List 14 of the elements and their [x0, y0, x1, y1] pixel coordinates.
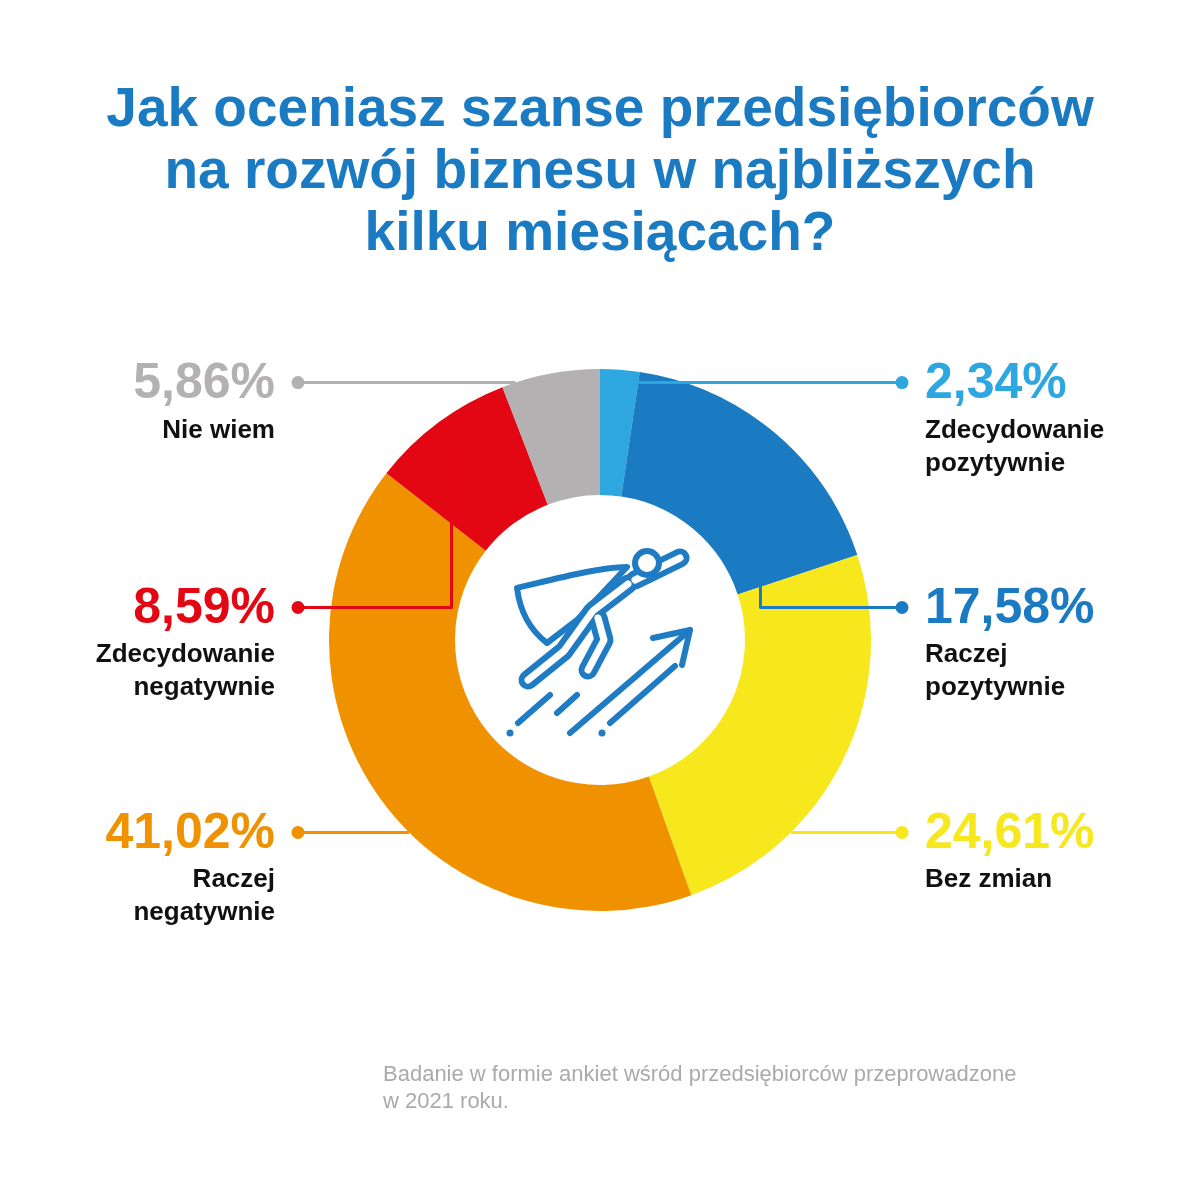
data-label: 5,86% — [133, 353, 275, 410]
data-label: 2,34% — [925, 353, 1067, 410]
legend-label: Nie wiem — [162, 413, 275, 444]
chart-title: Jak oceniasz szanse przedsiębiorców na rozwój biznesu w najbliższych kilku miesiącach? — [105, 76, 1095, 262]
data-label: 8,59% — [133, 578, 275, 635]
data-label: 24,61% — [925, 803, 1095, 860]
legend-label: Raczej pozytywnie — [925, 638, 1066, 702]
legend-label: Raczej negatywnie — [133, 863, 275, 927]
legend-label: Zdecydowanie pozytywnie — [925, 413, 1105, 477]
text: Badanie w formie ankiet wśród przedsiębiorców przeprowadzone w 2021 roku. — [383, 1060, 1018, 1114]
legend-label: Zdecydowanie negatywnie — [95, 638, 275, 702]
data-label: 17,58% — [925, 578, 1095, 635]
legend-label: Bez zmian — [925, 863, 1053, 894]
data-label: 41,02% — [105, 803, 275, 860]
